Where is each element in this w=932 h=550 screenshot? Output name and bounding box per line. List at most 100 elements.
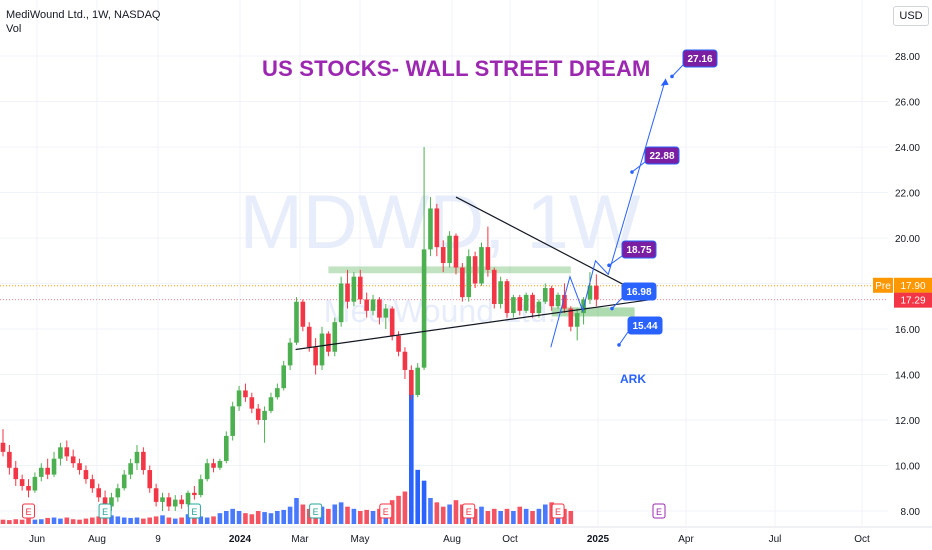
time-tick-label: 2024 [229,534,252,545]
volume-bar [434,502,440,524]
candle-body [523,294,529,311]
candle-body [428,208,433,250]
candle-body [568,308,574,327]
candle-body [447,235,452,264]
time-tick-label: Aug [443,534,461,545]
volume-bar [185,514,191,524]
triangle-lower-line [295,298,653,351]
volume-bar [179,517,184,524]
candle-body [440,247,446,264]
volume-bar [453,500,459,524]
volume-bar [440,506,446,524]
candle-body [396,335,401,352]
earnings-marker [379,503,393,519]
pre-price-tag [894,277,932,293]
price-tick-label: 8.00 [901,507,921,518]
earnings-marker [551,503,565,519]
last-price-tag [894,292,932,308]
volume-bar [90,517,95,524]
volume-bar [326,508,331,524]
volume-bar [51,517,57,524]
time-tick-label: 2025 [587,534,610,545]
symbol-line[interactable]: MediWound Ltd., 1W, NASDAQ [6,9,161,21]
candle-body [434,208,440,248]
price-tick-label: 20.00 [895,234,920,245]
candle-body [498,281,503,304]
target-label: 18.75 [626,245,651,256]
candle-body [370,299,376,311]
candle-body [185,492,191,505]
volume-bar [281,509,287,524]
pre-tag-label: Pre [875,281,891,292]
volume-bar [530,511,535,524]
candle-body [230,406,235,436]
volume-bar [102,517,108,524]
time-tick-label: 9 [155,534,161,545]
price-tick-label: 10.00 [895,462,920,473]
price-tick-label: 14.00 [895,371,920,382]
candle-body [377,299,382,318]
candle-body [19,479,25,486]
volume-bars [0,394,574,524]
candle-body [141,451,146,471]
candle-body [134,451,140,464]
target-pointer-dot [670,74,674,79]
annotation-title: US STOCKS- WALL STREET DREAM [262,56,651,81]
volume-bar [13,519,19,524]
candle-body [192,492,197,496]
volume-bar [115,516,121,524]
target-label: 22.88 [649,151,674,162]
candle-body [102,497,108,507]
earnings-marker [462,503,476,519]
target-pointer [618,331,629,346]
candle-body [109,497,114,507]
volume-bar [45,517,50,524]
candle-body [243,390,248,398]
currency-button[interactable]: USD [893,6,929,26]
volume-bar [26,518,31,524]
volume-bar [70,519,76,524]
candle-body [594,285,599,300]
candle-body [198,479,204,496]
candle-body [0,442,6,452]
volume-bar [338,502,344,524]
candle-body [179,499,184,505]
target-pointer [631,161,646,173]
candle-body [7,451,12,468]
volume-bar [268,513,274,524]
time-tick-label: Oct [854,534,870,545]
time-tick-label: Oct [502,534,518,545]
volume-bar [421,480,427,524]
volume-bar [275,511,280,524]
candle-body [338,283,344,323]
volume-bar [491,508,497,524]
candle-body [268,397,274,411]
volume-bar [402,491,408,524]
volume-bar [141,518,146,524]
candle-body [236,390,242,407]
volume-bar [345,506,350,524]
volume-bar [160,515,165,524]
volume-bar [77,519,82,524]
volume-bar [153,516,159,524]
candle-body [70,456,76,464]
volume-bar [0,519,6,524]
candle-body [517,297,523,311]
candle-body [351,276,357,302]
volume-bar [447,504,452,524]
target-pointer [671,64,684,77]
time-axis[interactable]: Jun Aug 9 2024 Mar May Aug Oct 2025 Apr Jul Oct [0,526,932,545]
volume-bar [96,516,101,524]
target-box [627,316,663,335]
candle-body [160,497,165,502]
candle-body [511,297,516,314]
volume-label[interactable]: Vol [6,23,22,35]
volume-bar [172,518,178,524]
volume-bar [236,511,242,524]
time-tick-label: Aug [88,534,106,545]
candle-body [249,397,255,409]
volume-bar [262,512,267,524]
drawings [295,78,669,351]
